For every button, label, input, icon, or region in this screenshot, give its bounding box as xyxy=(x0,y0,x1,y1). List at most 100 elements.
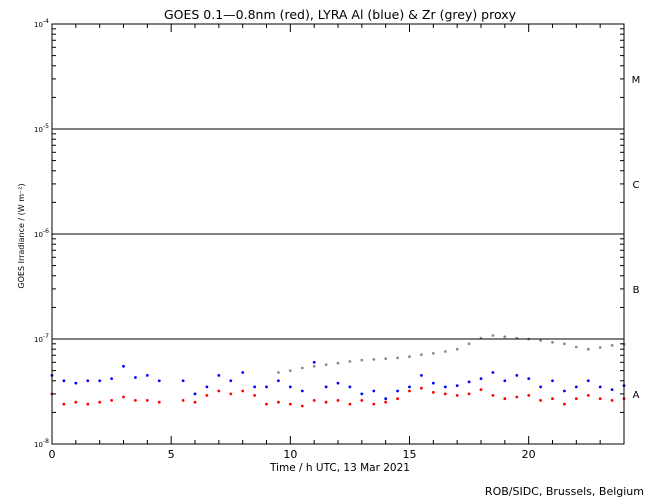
data-point xyxy=(265,402,268,406)
data-point xyxy=(420,386,423,390)
x-axis-label: Time / h UTC, 13 Mar 2021 xyxy=(269,462,410,474)
data-point xyxy=(610,344,614,347)
data-point xyxy=(479,377,483,380)
data-point xyxy=(491,371,495,374)
x-tick-label: 15 xyxy=(403,448,417,461)
data-point xyxy=(467,392,471,396)
series-1 xyxy=(50,360,626,401)
data-point xyxy=(360,358,364,362)
y-tick-exponent: -8 xyxy=(43,438,49,445)
data-point xyxy=(420,353,423,356)
data-point xyxy=(324,385,328,389)
data-point xyxy=(277,400,280,404)
data-point xyxy=(145,374,149,377)
data-point xyxy=(205,394,209,397)
data-point xyxy=(62,379,66,383)
y-tick-base: 10 xyxy=(34,21,43,29)
data-point xyxy=(157,379,161,383)
data-point xyxy=(134,399,137,402)
data-point xyxy=(253,394,256,397)
data-point xyxy=(539,339,542,342)
data-point xyxy=(455,347,459,351)
data-point xyxy=(157,400,161,404)
data-point xyxy=(193,400,197,404)
data-point xyxy=(563,389,566,393)
data-point xyxy=(312,360,316,364)
data-point xyxy=(312,399,316,402)
data-point xyxy=(288,385,292,389)
series-2 xyxy=(277,334,626,374)
y-tick-exponent: -5 xyxy=(43,123,49,130)
data-point xyxy=(515,374,519,377)
y-tick-label: 10-7 xyxy=(34,333,49,344)
x-tick-label: 10 xyxy=(283,448,297,461)
data-point xyxy=(98,379,102,383)
data-point xyxy=(408,355,411,358)
data-point xyxy=(253,385,256,389)
data-point xyxy=(491,394,495,397)
data-point xyxy=(360,399,364,402)
data-point xyxy=(277,371,280,374)
data-point xyxy=(277,379,280,383)
y-tick-base: 10 xyxy=(34,441,43,449)
data-point xyxy=(229,392,233,396)
data-point xyxy=(265,385,268,389)
data-point xyxy=(431,391,435,394)
y-tick-base: 10 xyxy=(34,231,43,239)
data-point xyxy=(122,395,125,399)
series-0 xyxy=(50,386,626,408)
data-point xyxy=(324,363,328,366)
x-tick-label: 5 xyxy=(168,448,175,461)
data-point xyxy=(443,392,447,396)
data-point xyxy=(336,361,340,365)
data-point xyxy=(574,397,578,401)
data-point xyxy=(610,388,614,391)
data-point xyxy=(503,397,507,401)
data-point xyxy=(515,395,519,399)
data-point xyxy=(181,379,185,383)
data-point xyxy=(348,385,352,389)
data-point xyxy=(300,404,304,408)
data-point xyxy=(491,334,495,337)
chart-title: GOES 0.1—0.8nm (red), LYRA Al (blue) & Z… xyxy=(164,7,517,22)
data-point xyxy=(563,402,566,406)
data-point xyxy=(586,394,590,397)
data-point xyxy=(598,397,602,401)
data-point xyxy=(467,380,471,384)
data-point xyxy=(431,352,435,355)
class-threshold-lines xyxy=(52,128,624,340)
data-point xyxy=(563,342,566,346)
data-point xyxy=(181,399,185,402)
data-point xyxy=(110,377,113,380)
data-point xyxy=(86,402,90,406)
class-label-b: B xyxy=(633,285,640,296)
y-tick-label: 10-6 xyxy=(34,228,49,239)
data-point xyxy=(122,364,125,368)
y-tick-label: 10-4 xyxy=(34,18,49,29)
data-point xyxy=(539,385,542,389)
class-label-m: M xyxy=(632,75,641,86)
data-point xyxy=(372,358,376,361)
data-point xyxy=(610,399,614,402)
data-point xyxy=(241,371,245,374)
data-point xyxy=(74,381,78,385)
data-point xyxy=(551,397,554,401)
data-point xyxy=(336,381,340,385)
y-tick-label: 10-5 xyxy=(34,123,49,134)
data-point xyxy=(408,389,411,393)
y-tick-exponent: -7 xyxy=(43,333,49,340)
data-point xyxy=(348,360,352,363)
data-point xyxy=(300,389,304,393)
data-point xyxy=(384,397,388,401)
y-tick-exponent: -6 xyxy=(43,228,49,235)
data-point xyxy=(443,350,447,353)
data-point xyxy=(443,385,447,389)
data-point xyxy=(539,399,542,402)
y-tick-base: 10 xyxy=(34,336,43,344)
data-point xyxy=(586,379,590,383)
data-point xyxy=(396,397,399,401)
data-point xyxy=(467,342,471,346)
data-point xyxy=(384,357,388,360)
